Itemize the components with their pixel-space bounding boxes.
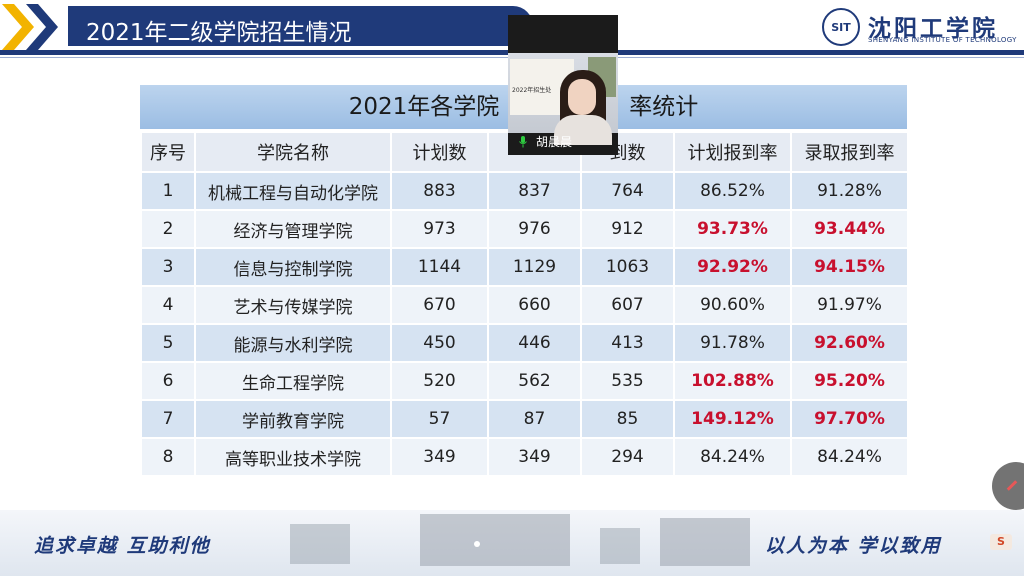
cell-report: 413 [580, 323, 675, 363]
title-bar: 2021年二级学院招生情况 [68, 6, 533, 46]
cell-plan: 57 [390, 399, 489, 439]
slogan-right: 以人为本 学以致用 [765, 535, 942, 557]
participant-body [554, 115, 612, 145]
table-row: 1 机械工程与自动化学院 883 837 764 86.52% 91.28% [140, 171, 909, 211]
cell-name: 艺术与传媒学院 [194, 285, 392, 325]
cell-admit-rate: 92.60% [790, 323, 909, 363]
cell-admit: 976 [487, 209, 582, 249]
table-row: 7 学前教育学院 57 87 85 149.12% 97.70% [140, 399, 909, 439]
footer-banner [0, 510, 1024, 576]
cell-admit-rate: 97.70% [790, 399, 909, 439]
screen-share-off-icon[interactable] [992, 462, 1024, 510]
participant-video[interactable]: 2022年招生处 胡晨晨 [508, 15, 618, 155]
table-title-head: 2021年各学院 [348, 94, 500, 120]
cell-report: 912 [580, 209, 675, 249]
participant-name: 胡晨晨 [536, 135, 573, 149]
cell-plan-rate: 90.60% [673, 285, 792, 325]
cell-report: 607 [580, 285, 675, 325]
cell-report: 535 [580, 361, 675, 401]
cell-admit: 349 [487, 437, 582, 477]
cell-admit: 446 [487, 323, 582, 363]
cell-admit-rate: 91.28% [790, 171, 909, 211]
school-name: 沈阳工学院 [868, 15, 998, 42]
table-row: 4 艺术与传媒学院 670 660 607 90.60% 91.97% [140, 285, 909, 325]
cell-plan-rate: 149.12% [673, 399, 792, 439]
column-header: 学院名称 [194, 131, 392, 173]
cell-no: 6 [140, 361, 196, 401]
cell-plan: 1144 [390, 247, 489, 287]
cell-admit: 660 [487, 285, 582, 325]
cell-no: 7 [140, 399, 196, 439]
cell-plan-rate: 102.88% [673, 361, 792, 401]
cell-plan-rate: 91.78% [673, 323, 792, 363]
cell-admit-rate: 93.44% [790, 209, 909, 249]
cell-plan-rate: 92.92% [673, 247, 792, 287]
column-header: 计划报到率 [673, 131, 792, 173]
cell-name: 能源与水利学院 [194, 323, 392, 363]
column-header: 计划数 [390, 131, 489, 173]
cell-name: 信息与控制学院 [194, 247, 392, 287]
cell-report: 1063 [580, 247, 675, 287]
cell-plan: 883 [390, 171, 489, 211]
enrollment-table: 2021年各学院 率统计 序号 学院名称 计划数 到数 计划报到率 录取报到率 1 机械工程与… [140, 85, 909, 477]
table-row: 3 信息与控制学院 1144 1129 1063 92.92% 94.15% [140, 247, 909, 287]
microphone-icon[interactable] [518, 136, 528, 148]
cell-report: 294 [580, 437, 675, 477]
cell-plan-rate: 84.24% [673, 437, 792, 477]
cell-no: 3 [140, 247, 196, 287]
cell-admit: 1129 [487, 247, 582, 287]
cell-admit-rate: 94.15% [790, 247, 909, 287]
slideshow-icon[interactable]: S [990, 534, 1012, 550]
slide-nav-dot[interactable] [474, 541, 480, 547]
table-row: 8 高等职业技术学院 349 349 294 84.24% 84.24% [140, 437, 909, 477]
video-slide-text: 2022年招生处 [512, 87, 552, 94]
column-header: 录取报到率 [790, 131, 909, 173]
table-row: 5 能源与水利学院 450 446 413 91.78% 92.60% [140, 323, 909, 363]
cell-name: 生命工程学院 [194, 361, 392, 401]
table-row: 6 生命工程学院 520 562 535 102.88% 95.20% [140, 361, 909, 401]
cell-admit: 87 [487, 399, 582, 439]
chevron-decoration-icon [2, 4, 58, 50]
cell-admit: 837 [487, 171, 582, 211]
cell-report: 764 [580, 171, 675, 211]
data-table: 序号 学院名称 计划数 到数 计划报到率 录取报到率 1 机械工程与自动化学院 883 837 7… [140, 131, 909, 477]
participant-face [568, 79, 596, 115]
cell-plan: 520 [390, 361, 489, 401]
cell-no: 1 [140, 171, 196, 211]
cell-admit-rate: 95.20% [790, 361, 909, 401]
cell-no: 5 [140, 323, 196, 363]
column-header: 到数 [580, 131, 675, 173]
table-row: 2 经济与管理学院 973 976 912 93.73% 93.44% [140, 209, 909, 249]
cell-plan: 973 [390, 209, 489, 249]
cell-plan: 670 [390, 285, 489, 325]
cell-no: 8 [140, 437, 196, 477]
cell-name: 经济与管理学院 [194, 209, 392, 249]
cell-admit-rate: 91.97% [790, 285, 909, 325]
cell-plan: 349 [390, 437, 489, 477]
school-name-en: SHENYANG INSTITUTE OF TECHNOLOGY [868, 36, 1017, 44]
school-seal-icon: SIT [822, 8, 860, 46]
cell-name: 机械工程与自动化学院 [194, 171, 392, 211]
cell-plan: 450 [390, 323, 489, 363]
cell-name: 学前教育学院 [194, 399, 392, 439]
cell-no: 4 [140, 285, 196, 325]
slogan-left: 追求卓越 互助利他 [34, 535, 211, 557]
cell-no: 2 [140, 209, 196, 249]
cell-plan-rate: 93.73% [673, 209, 792, 249]
slide-title: 2021年二级学院招生情况 [86, 20, 352, 46]
table-body: 1 机械工程与自动化学院 883 837 764 86.52% 91.28% 2 经济与管理学院… [140, 171, 909, 477]
column-header: 序号 [140, 131, 196, 173]
cell-name: 高等职业技术学院 [194, 437, 392, 477]
table-title-tail: 率统计 [629, 94, 699, 120]
cell-admit: 562 [487, 361, 582, 401]
cell-report: 85 [580, 399, 675, 439]
cell-admit-rate: 84.24% [790, 437, 909, 477]
cell-plan-rate: 86.52% [673, 171, 792, 211]
